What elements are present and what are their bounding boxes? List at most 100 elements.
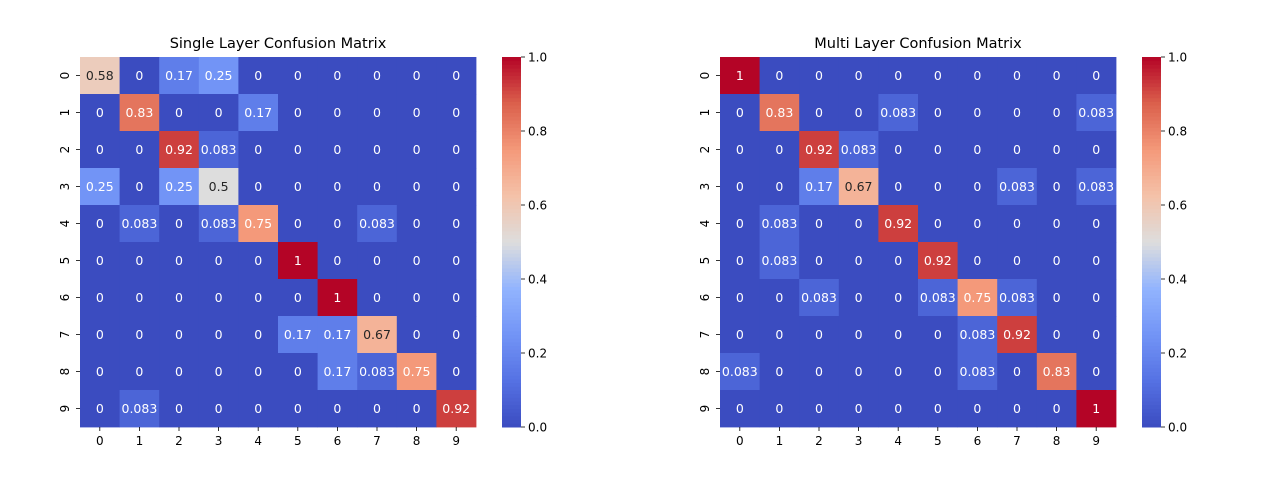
colorbar-segment [1142, 160, 1161, 165]
colorbar-segment [502, 423, 521, 428]
heatmap-cell [957, 316, 998, 354]
cell-value-label: 0 [96, 253, 104, 268]
heatmap-cell [396, 57, 437, 95]
heatmap-cell [799, 168, 840, 206]
heatmap-cell [1036, 94, 1077, 132]
heatmap-cell [436, 131, 477, 169]
colorbar-segment [502, 230, 521, 236]
colorbar-segment [1142, 182, 1161, 187]
colorbar-segment [1142, 119, 1161, 125]
colorbar-segment [1142, 349, 1161, 354]
cell-value-label: 0 [934, 401, 942, 416]
cell-value-label: 0 [452, 290, 460, 305]
heatmap-cell [1076, 353, 1117, 391]
cell-value-label: 0 [1013, 253, 1021, 268]
cell-value-label: 0 [373, 105, 381, 120]
colorbar-segment [502, 242, 521, 247]
heatmap-cell [759, 390, 800, 428]
heatmap-cell [159, 316, 200, 354]
x-tick-label: 9 [1092, 434, 1100, 448]
colorbar-segment [502, 134, 521, 139]
cell-value-label: 0 [775, 179, 783, 194]
cell-value-label: 0 [294, 290, 302, 305]
cell-value-label: 0 [373, 142, 381, 157]
heatmap-cell [1076, 168, 1117, 206]
cell-value-label: 0 [254, 364, 262, 379]
cell-value-label: 0.92 [1003, 327, 1031, 342]
heatmap-cell [720, 316, 760, 354]
colorbar-segment [1142, 190, 1161, 195]
cell-value-label: 0.25 [205, 68, 233, 83]
cell-value-label: 0 [333, 105, 341, 120]
heatmap-cell [799, 390, 840, 428]
heatmap-cell [759, 279, 800, 317]
heatmap-cell [997, 242, 1038, 280]
heatmap-cell [317, 131, 358, 169]
cell-value-label: 0.92 [884, 216, 912, 231]
cell-value-label: 0 [775, 142, 783, 157]
cell-value-label: 0.83 [1043, 364, 1071, 379]
colorbar-segment [1142, 223, 1161, 228]
colorbar-segment [502, 404, 521, 409]
heatmap-cell [317, 57, 358, 95]
heatmap-cell [159, 168, 200, 206]
x-tick-label: 1 [136, 434, 144, 448]
colorbar-segment [502, 415, 521, 421]
cell-value-label: 0 [452, 327, 460, 342]
cell-value-label: 0 [452, 179, 460, 194]
heatmap-cell [317, 390, 358, 428]
cell-value-label: 0 [973, 401, 981, 416]
cell-value-label: 0 [135, 68, 143, 83]
colorbar-segment [502, 260, 521, 265]
colorbar-segment [502, 304, 521, 310]
cell-value-label: 0 [215, 401, 223, 416]
colorbar-segment [1142, 108, 1161, 113]
heatmap-cell [1036, 279, 1077, 317]
heatmap-cell [317, 94, 358, 132]
colorbar-segment [502, 227, 521, 232]
heatmap-cell [997, 57, 1038, 95]
colorbar-tick-label: 0.2 [528, 347, 547, 361]
cell-value-label: 0 [333, 68, 341, 83]
colorbar-segment [1142, 275, 1161, 280]
heatmap-cell [198, 279, 239, 317]
cell-value-label: 0 [855, 105, 863, 120]
colorbar-segment [1142, 412, 1161, 417]
y-tick-label: 5 [58, 257, 72, 265]
x-tick-label: 3 [215, 434, 223, 448]
colorbar-segment [502, 301, 521, 306]
cell-value-label: 0 [96, 105, 104, 120]
heatmap-cell [918, 242, 958, 280]
colorbar-segment [1142, 238, 1161, 243]
heatmap-cell [436, 390, 477, 428]
colorbar-segment [1142, 57, 1161, 62]
cell-value-label: 0 [934, 216, 942, 231]
colorbar-segment [1142, 131, 1161, 136]
heatmap-cell [799, 279, 840, 317]
colorbar-segment [1142, 304, 1161, 310]
cell-value-label: 0.17 [244, 105, 272, 120]
cell-value-label: 0 [254, 327, 262, 342]
heatmap-cell [278, 205, 318, 243]
x-tick-label: 7 [1013, 434, 1021, 448]
cell-value-label: 0 [333, 401, 341, 416]
heatmap-cell [878, 390, 919, 428]
colorbar-segment [1142, 367, 1161, 372]
cell-value-label: 0 [294, 401, 302, 416]
heatmap-cell [838, 316, 879, 354]
colorbar-segment [1142, 219, 1161, 224]
cell-value-label: 0 [96, 216, 104, 231]
colorbar-segment [1142, 127, 1161, 132]
colorbar-segment [502, 164, 521, 169]
colorbar-segment [502, 142, 521, 147]
cell-value-label: 0 [736, 179, 744, 194]
colorbar-segment [1142, 378, 1161, 384]
colorbar-segment [1142, 171, 1161, 176]
colorbar-tick-label: 0.4 [1168, 273, 1187, 287]
colorbar-segment [502, 119, 521, 125]
heatmap-cell [878, 279, 919, 317]
colorbar-tick-label: 0.4 [528, 273, 547, 287]
cell-value-label: 0 [413, 105, 421, 120]
cell-value-label: 0 [333, 216, 341, 231]
colorbar-segment [1142, 168, 1161, 173]
